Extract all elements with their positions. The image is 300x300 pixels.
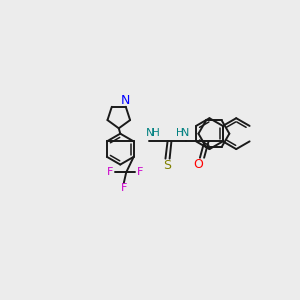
Text: F: F <box>137 167 143 177</box>
Text: S: S <box>164 159 172 172</box>
Text: N: N <box>121 94 130 107</box>
Text: N: N <box>146 128 154 138</box>
Text: N: N <box>181 128 190 138</box>
Text: F: F <box>106 167 113 177</box>
Text: H: H <box>152 128 160 138</box>
Text: H: H <box>176 128 183 138</box>
Text: O: O <box>194 158 203 171</box>
Text: F: F <box>121 183 127 193</box>
